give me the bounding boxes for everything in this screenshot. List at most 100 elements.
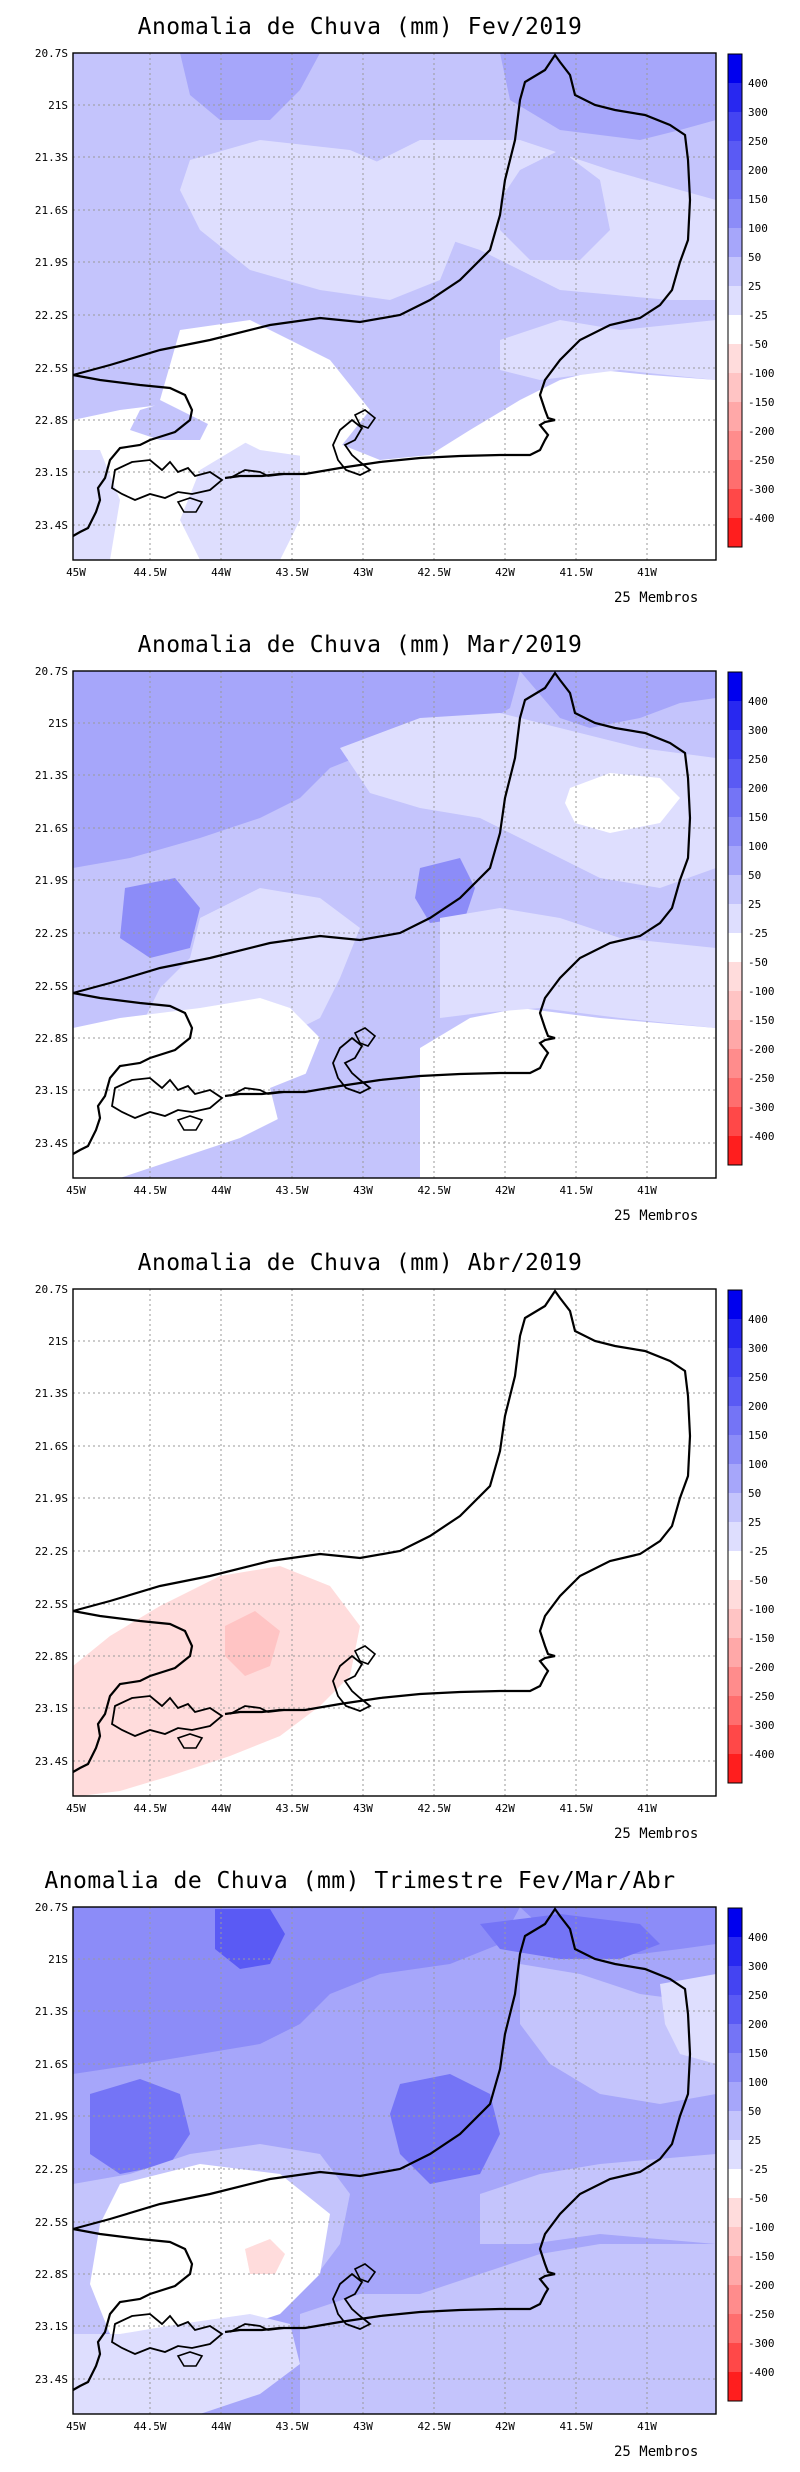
legend-label: -200 (748, 425, 775, 438)
legend-label: -300 (748, 2337, 775, 2350)
lon-tick-label: 43.5W (275, 1184, 308, 1197)
legend-swatch (728, 1377, 742, 1406)
legend-swatch (728, 2227, 742, 2256)
legend-swatch (728, 991, 742, 1020)
legend-swatch (728, 1078, 742, 1107)
legend-swatch (728, 2372, 742, 2401)
legend-swatch (728, 846, 742, 875)
legend-swatch (728, 1937, 742, 1966)
lat-tick-label: 22.5S (35, 362, 68, 375)
legend-swatch (728, 1493, 742, 1522)
legend-label: -300 (748, 1719, 775, 1732)
lat-tick-label: 21.9S (35, 2110, 68, 2123)
legend-swatch (728, 1995, 742, 2024)
legend-label: 300 (748, 724, 768, 737)
lon-tick-label: 43.5W (275, 1802, 308, 1815)
lat-tick-label: 20.7S (35, 1283, 68, 1296)
legend-swatch (728, 2314, 742, 2343)
legend-swatch (728, 1290, 742, 1319)
legend-label: 400 (748, 695, 768, 708)
lon-tick-label: 45W (66, 1184, 86, 1197)
legend-colorbar: 400 300 250 200 150 100 50 25 -25 -50 -1… (727, 671, 775, 1166)
lon-tick-label: 41.5W (559, 1802, 592, 1815)
lon-tick-label: 43W (353, 2420, 373, 2433)
lon-tick-label: 42.5W (417, 1802, 450, 1815)
lat-tick-label: 23.4S (35, 1755, 68, 1768)
lon-tick-label: 42.5W (417, 2420, 450, 2433)
legend-label: 100 (748, 2076, 768, 2089)
legend-label: 25 (748, 1516, 761, 1529)
lat-tick-label: 21.6S (35, 204, 68, 217)
legend-swatch (728, 141, 742, 170)
legend-swatch (728, 170, 742, 199)
lat-tick-label: 21S (48, 99, 68, 112)
legend-label: -25 (748, 309, 768, 322)
lat-tick-label: 21S (48, 1335, 68, 1348)
lat-tick-label: 21.3S (35, 151, 68, 164)
legend-label: -150 (748, 1632, 775, 1645)
legend-label: -50 (748, 338, 768, 351)
anomaly-map: 20.7S 21S 21.3S 21.6S 21.9S 22.2S 22.5S … (35, 47, 775, 579)
legend-label: -300 (748, 1101, 775, 1114)
legend-swatch (728, 2111, 742, 2140)
lon-tick-label: 44.5W (133, 2420, 166, 2433)
lat-tick-label: 23.4S (35, 2373, 68, 2386)
legend-label: 300 (748, 1342, 768, 1355)
legend-label: 150 (748, 1429, 768, 1442)
lat-tick-label: 23.4S (35, 1137, 68, 1150)
legend-label: -250 (748, 1072, 775, 1085)
legend-swatch (728, 1696, 742, 1725)
legend-swatch (728, 1609, 742, 1638)
lon-tick-label: 41W (637, 1184, 657, 1197)
legend-label: -300 (748, 483, 775, 496)
legend-label: -100 (748, 367, 775, 380)
lon-tick-label: 44.5W (133, 1802, 166, 1815)
legend-swatch (728, 402, 742, 431)
lon-tick-label: 45W (66, 566, 86, 579)
lon-tick-label: 43W (353, 1184, 373, 1197)
legend-label: 300 (748, 1960, 768, 1973)
lon-tick-label: 42W (495, 2420, 515, 2433)
legend-label: 150 (748, 193, 768, 206)
legend-swatch (728, 1966, 742, 1995)
panel-fev: Anomalia de Chuva (mm) Fev/2019 (0, 0, 800, 618)
legend-swatch (728, 1348, 742, 1377)
legend-swatch (728, 1406, 742, 1435)
lon-tick-label: 44.5W (133, 1184, 166, 1197)
legend-label: -25 (748, 927, 768, 940)
legend-label: 50 (748, 251, 761, 264)
legend-swatch (728, 1908, 742, 1937)
legend-label: -400 (748, 1130, 775, 1143)
legend-label: 250 (748, 753, 768, 766)
panel-title: Anomalia de Chuva (mm) Abr/2019 (137, 1250, 583, 1276)
legend-label: 200 (748, 782, 768, 795)
legend-swatch (728, 1725, 742, 1754)
legend-label: -150 (748, 2250, 775, 2263)
legend-label: -100 (748, 2221, 775, 2234)
lat-tick-label: 20.7S (35, 1901, 68, 1914)
legend-swatch (728, 83, 742, 112)
anomaly-map: 20.7S 21S 21.3S 21.6S 21.9S 22.2S 22.5S … (35, 1901, 775, 2433)
legend-label: -200 (748, 1043, 775, 1056)
legend-label: -100 (748, 1603, 775, 1616)
legend-swatch (728, 518, 742, 547)
legend-colorbar: 400 300 250 200 150 100 50 25 -25 -50 -1… (727, 1907, 775, 2402)
legend-swatch (728, 1464, 742, 1493)
anomaly-map: 20.7S 21S 21.3S 21.6S 21.9S 22.2S 22.5S … (35, 1283, 775, 1815)
legend-colorbar: 400 300 250 200 150 100 50 25 -25 -50 -1… (727, 53, 775, 548)
legend-swatch (728, 2198, 742, 2227)
lat-tick-label: 23.1S (35, 1702, 68, 1715)
lat-tick-label: 20.7S (35, 47, 68, 60)
legend-label: 200 (748, 1400, 768, 1413)
legend-label: -150 (748, 396, 775, 409)
legend-swatch (728, 2343, 742, 2372)
legend-swatch (728, 904, 742, 933)
lon-tick-label: 42.5W (417, 566, 450, 579)
lat-tick-label: 22.8S (35, 414, 68, 427)
legend-label: -250 (748, 1690, 775, 1703)
lon-tick-label: 42.5W (417, 1184, 450, 1197)
legend-swatch (728, 933, 742, 962)
legend-swatch (728, 1522, 742, 1551)
lat-tick-label: 22.8S (35, 1650, 68, 1663)
legend-label: -50 (748, 2192, 768, 2205)
